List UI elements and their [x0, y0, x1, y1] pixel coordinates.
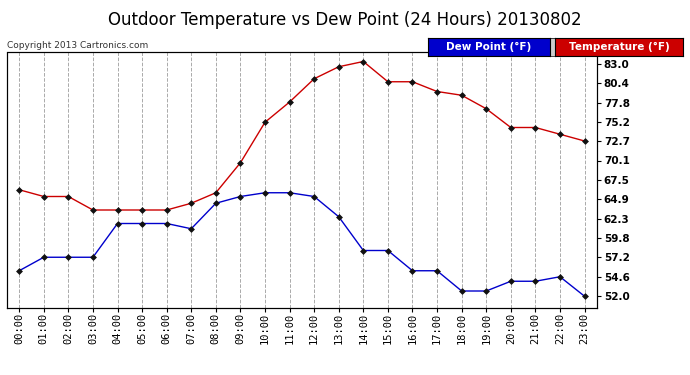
Text: Copyright 2013 Cartronics.com: Copyright 2013 Cartronics.com	[7, 41, 148, 50]
Text: Outdoor Temperature vs Dew Point (24 Hours) 20130802: Outdoor Temperature vs Dew Point (24 Hou…	[108, 11, 582, 29]
